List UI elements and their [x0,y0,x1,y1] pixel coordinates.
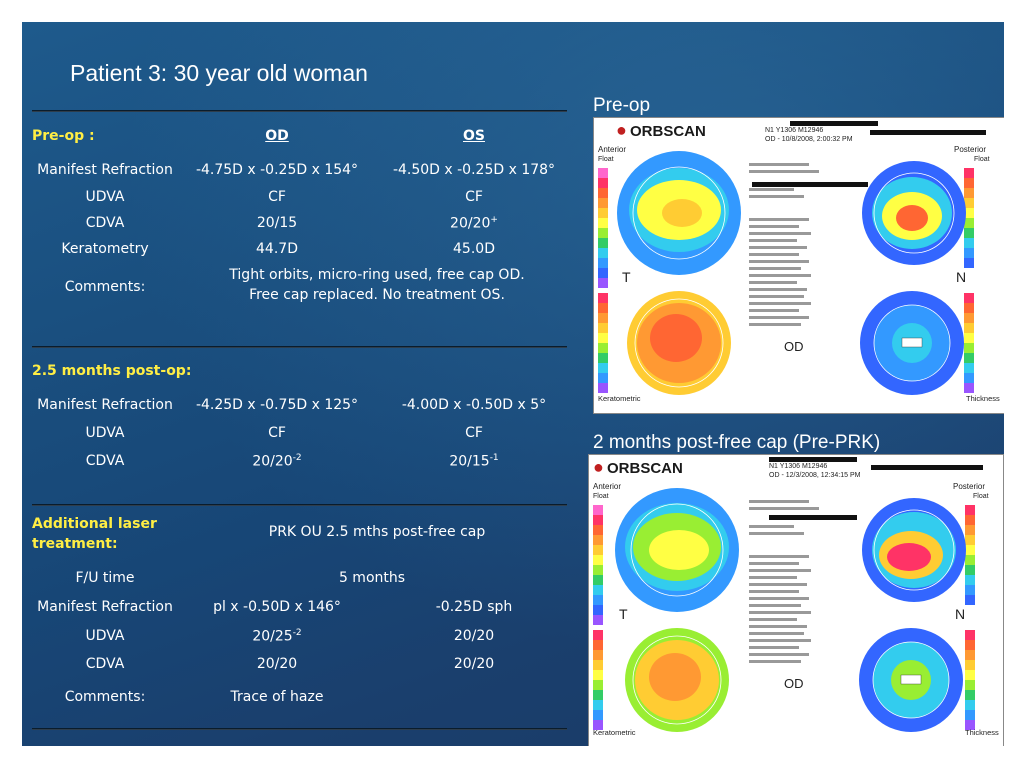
preop-os-keratometry: 45.0D [453,241,495,257]
preop-od-keratometry: 44.7D [256,241,298,257]
divider [32,728,567,730]
additional-od-refraction: pl x -0.50D x 146° [213,599,341,615]
additional-label-cdva: CDVA [85,656,125,672]
svg-text:●: ● [616,120,627,140]
additional-od-cdva: 20/20 [256,656,298,672]
postop-os-cdva: 20/15-1 [449,453,499,470]
preop-comments-line2: Free cap replaced. No treatment OS. [249,287,505,303]
additional-treatment: PRK OU 2.5 mths post-free cap [268,524,486,540]
preop-comments-line1: Tight orbits, micro-ring used, free cap … [229,267,525,283]
postop-label-cdva: CDVA [85,453,125,469]
additional-comments-label: Comments: [64,689,146,705]
preop-od-udva: CF [268,189,286,205]
orbscan-map-postcap-graphic: ● ORBSCAN N1 Y1306 M12946 OD - 12/3/2008… [593,457,999,737]
scan-date: OD - 12/3/2008, 12:34:15 PM [769,472,861,479]
posterior-label: Posterior [953,482,985,491]
image-caption-postcap: 2 months post-free cap (Pre-PRK) [593,432,881,453]
anterior-label: Anterior [593,482,621,491]
image-caption-preop: Pre-op [593,95,651,116]
temporal-label: T [622,269,631,285]
postop-heading: 2.5 months post-op: [32,363,192,379]
float-label-right: Float [974,156,990,163]
thickness-label: Thickness [966,394,1000,403]
svg-text:●: ● [593,457,604,477]
postop-od-cdva: 20/20-2 [252,453,302,470]
additional-os-udva: 20/20 [453,628,495,644]
additional-od-udva: 20/25-2 [252,628,302,645]
postop-os-udva: CF [465,425,483,441]
os-column-header: OS [463,128,485,144]
preop-od-refraction: -4.75D x -0.25D x 154° [195,162,359,178]
orbscan-map-preop: ● ORBSCAN N1 Y1306 M12946 OD - 10/8/2008… [593,117,1004,414]
patient-id: N1 Y1306 M12946 [765,127,823,134]
postop-od-udva: CF [268,425,286,441]
fu-time-label: F/U time [75,570,135,586]
slide: Patient 3: 30 year old woman Pre-op : OD… [22,22,1004,746]
preop-heading: Pre-op : [32,128,95,144]
posterior-label: Posterior [954,145,986,154]
orbscan-map-postcap: ● ORBSCAN N1 Y1306 M12946 OD - 12/3/2008… [588,454,1004,746]
postop-od-refraction: -4.25D x -0.75D x 125° [195,397,359,413]
orbscan-brand: ORBSCAN [630,123,706,140]
preop-comments-label: Comments: [64,279,146,295]
scan-date: OD - 10/8/2008, 2:00:32 PM [765,136,853,143]
keratometric-label: Keratometric [598,394,641,403]
nasal-label: N [956,269,966,285]
temporal-label: T [619,606,628,622]
additional-os-cdva: 20/20 [453,656,495,672]
preop-os-udva: CF [465,189,483,205]
float-label: Float [598,156,614,163]
preop-label-keratometry: Keratometry [61,241,149,257]
additional-comments: Trace of haze [230,689,324,705]
additional-label-refraction: Manifest Refraction [37,599,173,615]
od-column-header: OD [265,128,289,144]
divider [32,110,567,112]
postop-os-refraction: -4.00D x -0.50D x 5° [401,397,547,413]
patient-id: N1 Y1306 M12946 [769,463,827,470]
postop-label-refraction: Manifest Refraction [37,397,173,413]
thickness-label: Thickness [965,728,999,737]
eye-label: OD [784,339,804,354]
eye-label: OD [784,676,804,691]
additional-heading: Additional laser treatment: [32,516,157,552]
orbscan-brand: ORBSCAN [607,460,683,477]
additional-os-refraction: -0.25D sph [435,599,513,615]
preop-od-cdva: 20/15 [256,215,298,231]
preop-label-udva: UDVA [85,189,125,205]
divider [32,346,567,348]
preop-label-refraction: Manifest Refraction [37,162,173,178]
fu-time-value: 5 months [338,570,406,586]
additional-label-udva: UDVA [85,628,125,644]
anterior-label: Anterior [598,145,626,154]
slide-title: Patient 3: 30 year old woman [70,60,368,86]
nasal-label: N [955,606,965,622]
postop-label-udva: UDVA [85,425,125,441]
keratometric-label: Keratometric [593,728,636,737]
orbscan-map-preop-graphic: ● ORBSCAN N1 Y1306 M12946 OD - 10/8/2008… [598,120,1000,403]
preop-label-cdva: CDVA [85,215,125,231]
float-label-right: Float [973,493,989,500]
preop-comments: Tight orbits, micro-ring used, free cap … [187,265,567,305]
float-label: Float [593,493,609,500]
preop-os-cdva: 20/20+ [450,215,498,232]
divider [32,504,567,506]
preop-os-refraction: -4.50D x -0.25D x 178° [392,162,556,178]
